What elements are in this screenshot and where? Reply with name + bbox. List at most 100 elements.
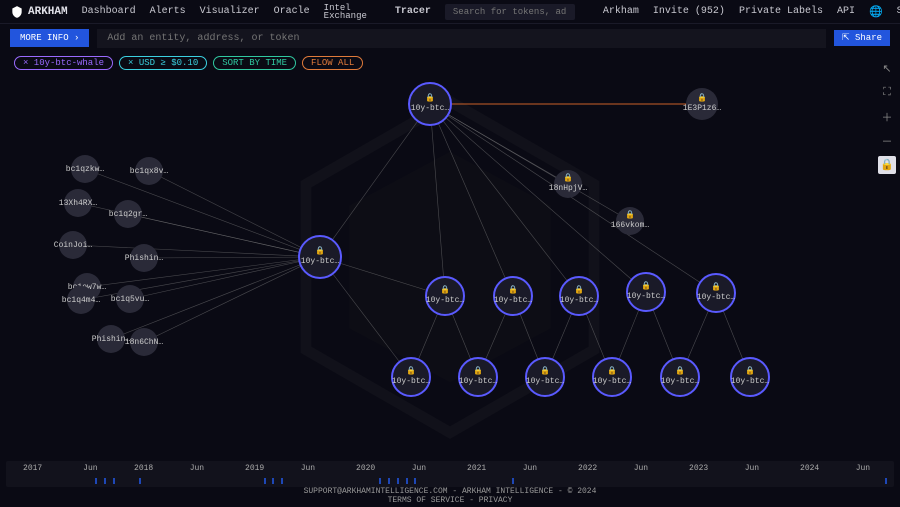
lock-icon: 🔒 — [508, 287, 518, 295]
timeline-tick: 2019 — [245, 464, 264, 473]
filter-pill-0[interactable]: × 10y-btc-whale — [14, 56, 113, 70]
graph-node[interactable]: 🔒10y-btc… — [660, 357, 700, 397]
filter-pill-1[interactable]: × USD ≥ $0.10 — [119, 56, 207, 70]
node-label: 10y-btc… — [459, 377, 497, 386]
graph-node[interactable]: 🔒10y-btc… — [391, 357, 431, 397]
graph-node[interactable]: 🔒166vkom… — [616, 207, 644, 235]
node-label: 10y-btc… — [426, 296, 464, 305]
graph-node[interactable]: Phishin… — [130, 244, 158, 272]
shield-icon — [10, 5, 24, 19]
lock-icon: 🔒 — [473, 368, 483, 376]
node-label: 10y-btc… — [627, 292, 665, 301]
nav-private-labels[interactable]: Private Labels — [739, 6, 823, 17]
graph-node[interactable]: 🔒10y-btc… — [298, 235, 342, 279]
nav-alerts[interactable]: Alerts — [150, 6, 186, 17]
node-label: 10y-btc… — [411, 104, 449, 113]
node-label: bc1q2gr… — [109, 210, 147, 219]
nav-intel-exchange[interactable]: Intel Exchange — [324, 4, 367, 20]
graph-canvas[interactable]: bc1qzkw… bc1qx8v… 13Xh4RX… bc1q2gr… CoinJoi…… — [0, 74, 900, 459]
graph-node[interactable]: 🔒10y-btc… — [559, 276, 599, 316]
graph-node[interactable]: bc1q5vu… — [116, 285, 144, 313]
node-label: Phishin… — [125, 254, 163, 263]
timeline-event-marker — [379, 478, 381, 484]
filter-pill-3[interactable]: FLOW ALL — [302, 56, 363, 70]
node-label: 10y-btc… — [494, 296, 532, 305]
tool-zoom-in-icon[interactable]: ＋ — [878, 108, 896, 126]
graph-node[interactable]: 🔒10y-btc… — [696, 273, 736, 313]
timeline-tick: Jun — [412, 464, 426, 473]
nav-dashboard[interactable]: Dashboard — [82, 6, 136, 17]
more-info-button[interactable]: MORE INFO › — [10, 29, 89, 47]
timeline-event-marker — [95, 478, 97, 484]
graph-node[interactable]: bc1q2gr… — [114, 200, 142, 228]
node-label: 10y-btc… — [661, 377, 699, 386]
node-label: 10y-btc… — [392, 377, 430, 386]
filter-row: × 10y-btc-whale × USD ≥ $0.10 SORT BY TIME… — [0, 52, 900, 74]
nav-visualizer[interactable]: Visualizer — [200, 6, 260, 17]
node-label: 13Xh4RX… — [59, 199, 97, 208]
lock-icon: 🔒 — [607, 368, 617, 376]
filter-pill-2[interactable]: SORT BY TIME — [213, 56, 296, 70]
timeline-tick: Jun — [83, 464, 97, 473]
timeline-event-marker — [281, 478, 283, 484]
node-label: 10y-btc… — [731, 377, 769, 386]
graph-node[interactable]: 🔒10y-btc… — [425, 276, 465, 316]
language-icon[interactable]: 🌐 — [869, 5, 883, 19]
share-button[interactable]: ⇱ Share — [834, 30, 890, 46]
brand-logo[interactable]: ARKHAM — [10, 5, 68, 19]
search-input[interactable] — [445, 4, 575, 20]
node-label: 166vkom… — [611, 221, 649, 230]
timeline-tick: 2017 — [23, 464, 42, 473]
lock-icon: 🔒 — [641, 283, 651, 291]
graph-node[interactable]: 🔒10y-btc… — [493, 276, 533, 316]
nav-api[interactable]: API — [837, 6, 855, 17]
tool-fullscreen-icon[interactable]: ⛶ — [878, 84, 896, 102]
graph-node[interactable]: 🔒10y-btc… — [408, 82, 452, 126]
graph-node[interactable]: 🔒10y-btc… — [458, 357, 498, 397]
graph-node[interactable]: bc1qzkw… — [71, 155, 99, 183]
lock-icon: 🔒 — [745, 368, 755, 376]
lock-icon: 🔒 — [315, 248, 325, 256]
nav-tracer[interactable]: Tracer — [395, 6, 431, 17]
lock-icon: 🔒 — [625, 212, 635, 220]
graph-node[interactable]: 🔒1E3P1z6… — [686, 88, 718, 120]
graph-node[interactable]: Phishin… — [97, 325, 125, 353]
graph-node[interactable]: 🔒18nHpjV… — [554, 170, 582, 198]
graph-node[interactable]: CoinJoi… — [59, 231, 87, 259]
tool-cursor-icon[interactable]: ↖ — [878, 60, 896, 78]
timeline-tick: Jun — [856, 464, 870, 473]
graph-node[interactable]: 🔒10y-btc… — [626, 272, 666, 312]
nav-oracle[interactable]: Oracle — [274, 6, 310, 17]
lock-icon: 🔒 — [675, 368, 685, 376]
nav-invite[interactable]: Invite (952) — [653, 6, 725, 17]
timeline-tick: 2018 — [134, 464, 153, 473]
nav-arkham[interactable]: Arkham — [603, 6, 639, 17]
node-label: 10y-btc… — [560, 296, 598, 305]
timeline-tick: Jun — [523, 464, 537, 473]
graph-node[interactable]: bc1qx8v… — [135, 157, 163, 185]
tool-lock-icon[interactable]: 🔒 — [878, 156, 896, 174]
node-label: CoinJoi… — [54, 241, 92, 250]
lock-icon: 🔒 — [440, 287, 450, 295]
timeline-tick: 2020 — [356, 464, 375, 473]
graph-node[interactable]: 🔒10y-btc… — [730, 357, 770, 397]
timeline-tick: Jun — [745, 464, 759, 473]
footer-line2[interactable]: TERMS OF SERVICE - PRIVACY — [0, 496, 900, 505]
tool-zoom-out-icon[interactable]: － — [878, 132, 896, 150]
graph-node[interactable]: 🔒10y-btc… — [525, 357, 565, 397]
graph-node[interactable]: 🔒10y-btc… — [592, 357, 632, 397]
graph-node[interactable]: 13Xh4RX… — [64, 189, 92, 217]
footer: SUPPORT@ARKHAMINTELLIGENCE.COM - ARKHAM … — [0, 487, 900, 505]
timeline[interactable]: 2017Jun2018Jun2019Jun2020Jun2021Jun2022J… — [6, 461, 894, 487]
timeline-event-marker — [104, 478, 106, 484]
graph-node[interactable]: bc1q4m4… — [67, 286, 95, 314]
timeline-tick: Jun — [190, 464, 204, 473]
node-label: 18n6ChN… — [125, 338, 163, 347]
lock-icon: 🔒 — [406, 368, 416, 376]
node-label: 10y-btc… — [593, 377, 631, 386]
entity-input[interactable] — [97, 29, 826, 48]
graph-node[interactable]: 18n6ChN… — [130, 328, 158, 356]
timeline-tick: 2023 — [689, 464, 708, 473]
timeline-event-marker — [406, 478, 408, 484]
timeline-tick: Jun — [634, 464, 648, 473]
